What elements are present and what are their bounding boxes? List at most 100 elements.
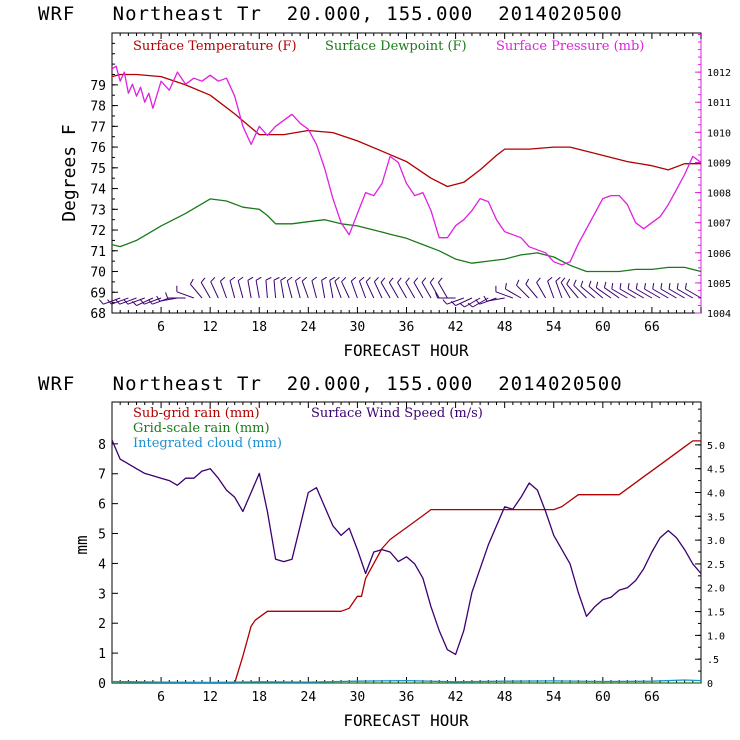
y-tick-label: 4 [98,557,106,572]
y-tick-label: 79 [90,79,106,94]
x-tick-label: 42 [448,690,464,705]
wind-barb [255,276,262,299]
wind-barb [165,292,186,299]
wind-barb [413,277,424,299]
wind-barb [123,297,145,305]
wind-barb [495,285,513,299]
y-tick-label: 6 [98,498,106,513]
wind-barb [329,276,336,299]
wind-barb [365,277,375,299]
series-surface-temperature [111,73,701,188]
x-tick-label: 48 [497,690,513,705]
y-tick-label: 76 [90,141,106,156]
wind-barb [286,276,293,299]
y-tick-label: 78 [90,100,106,115]
legend-grid-scale-rain: Grid-scale rain (mm) [133,421,270,436]
bottom-x-axis-title: FORECAST HOUR [343,711,469,730]
x-tick-label: 12 [202,690,218,705]
top-series-lines [111,65,702,273]
y2-tick-label: 1009 [707,158,731,169]
wind-barb [131,297,154,307]
wind-barb [516,279,530,299]
wind-barb [273,277,280,299]
y-tick-label: 5 [98,528,106,543]
y2-tick-label: 1011 [707,98,731,109]
y-tick-label: 69 [90,286,106,301]
wind-barb [619,283,636,299]
wind-barb [536,277,547,299]
wind-barb [459,297,481,308]
wind-barb [603,281,620,299]
wind-barb [265,277,272,299]
x-tick-label: 54 [546,690,562,705]
y-tick-label: 71 [90,245,106,260]
bottom-series-lines [111,439,702,684]
x-tick-label: 66 [644,320,660,335]
wind-barb [429,277,440,299]
series-sub-grid-rain [112,440,701,684]
x-tick-label: 54 [546,320,562,335]
wind-barb [115,297,137,305]
wind-barb [405,277,416,299]
x-tick-label: 60 [595,320,611,335]
wind-barb [652,283,669,299]
legend-surface-dewpoint: Surface Dewpoint (F) [325,39,467,54]
wind-barb [580,280,596,299]
wind-barb [611,283,628,299]
y-tick-label: 2 [98,617,106,632]
y-tick-label: 72 [90,224,106,239]
wind-barb [237,276,244,299]
wind-barb [189,278,203,299]
wind-barb [660,283,677,299]
x-tick-label: 6 [157,690,165,705]
wind-barb [373,277,383,299]
wind-barb [397,277,407,299]
wind-barb [334,276,342,299]
y-tick-label: 74 [90,183,106,198]
y-tick-label: 70 [90,266,106,281]
y-tick-label: 68 [90,307,106,322]
top-chart-title: WRF Northeast Tr 20.000, 155.000 2014020… [38,3,623,25]
x-tick-label: 36 [399,320,415,335]
x-tick-label: 36 [399,690,415,705]
legend-integrated-cloud: Integrated cloud (mm) [133,436,282,451]
wind-barb [107,297,129,305]
wind-barb [450,297,473,307]
x-tick-label: 24 [301,320,317,335]
y-tick-label: 0 [98,677,106,692]
top-x-axis-title: FORECAST HOUR [343,341,469,360]
x-tick-label: 24 [301,690,317,705]
series-surface-dewpoint [111,198,702,273]
wind-barbs [98,276,702,308]
x-tick-label: 60 [595,690,611,705]
wind-barb [229,276,236,299]
y2-tick-label: .5 [707,655,719,666]
wind-barb [442,297,464,305]
wind-barb [247,276,254,299]
y2-tick-label: 2.0 [707,584,725,595]
x-tick-label: 6 [157,320,165,335]
y2-tick-label: 0 [707,679,713,690]
x-tick-label: 18 [251,690,267,705]
wind-barb [341,277,350,299]
x-tick-label: 48 [497,320,513,335]
legend-surface-temperature: Surface Temperature (F) [133,39,297,54]
wind-barb [98,297,121,305]
y-tick-label: 75 [90,162,106,177]
y2-tick-label: 1.0 [707,631,725,642]
wind-barb [573,279,587,299]
x-tick-label: 12 [202,320,218,335]
y-tick-label: 77 [90,120,106,135]
y2-tick-label: 1010 [707,128,731,139]
wind-barb [301,276,309,299]
y2-tick-label: 1005 [707,279,731,290]
y2-tick-label: 1006 [707,249,731,260]
wind-barb [644,283,661,299]
y2-tick-label: 3.5 [707,512,725,523]
wind-barb [350,276,358,299]
wind-barb [295,276,301,299]
wind-barb [555,276,563,299]
y2-tick-label: 2.5 [707,560,725,571]
y2-tick-label: 4.5 [707,465,725,476]
